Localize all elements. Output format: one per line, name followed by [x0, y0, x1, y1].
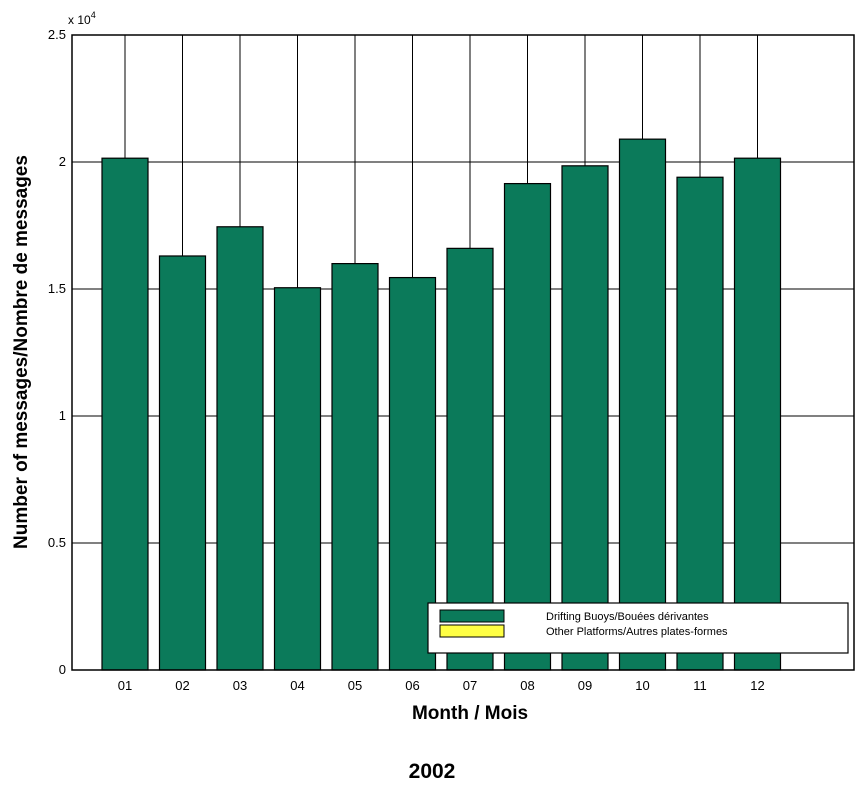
bars [101, 138, 782, 671]
x-tick-label: 02 [175, 678, 189, 693]
legend: Drifting Buoys/Bouées dérivantes Other Pl… [427, 602, 849, 654]
y-axis: 0 0.5 1 1.5 2 2.5 [48, 27, 66, 677]
legend-swatch [439, 624, 505, 638]
bar [676, 176, 724, 671]
x-axis: 01 02 03 04 05 06 07 08 09 10 11 12 [118, 678, 765, 693]
bar [503, 182, 552, 671]
y-tick-label: 0.5 [48, 535, 66, 550]
x-tick-label: 07 [463, 678, 477, 693]
bar [446, 247, 494, 671]
x-axis-title: Month / Mois [412, 703, 528, 724]
x-tick-label: 11 [693, 678, 707, 693]
x-tick-label: 04 [290, 678, 304, 693]
legend-swatch [439, 609, 505, 623]
y-tick-label: 1.5 [48, 281, 66, 296]
x-tick-label: 03 [233, 678, 247, 693]
x-tick-label: 09 [578, 678, 592, 693]
bar [618, 138, 667, 671]
bar [331, 263, 379, 671]
x-tick-label: 10 [635, 678, 649, 693]
legend-label: Drifting Buoys/Bouées dérivantes [546, 611, 709, 623]
plot-frame [71, 34, 855, 671]
legend-label: Other Platforms/Autres plates-formes [546, 626, 728, 638]
bar [733, 157, 782, 671]
y-multiplier: x 104 [68, 10, 96, 27]
bar [101, 157, 149, 671]
x-tick-label: 06 [405, 678, 419, 693]
y-tick-label: 0 [59, 662, 66, 677]
y-tick-label: 2.5 [48, 27, 66, 42]
x-tick-label: 01 [118, 678, 132, 693]
y-tick-label: 1 [59, 408, 66, 423]
x-tick-label: 12 [750, 678, 764, 693]
y-tick-label: 2 [59, 154, 66, 169]
bar [561, 165, 609, 671]
bar [273, 287, 322, 671]
bar [158, 255, 207, 671]
chart-caption: 2002 [408, 760, 456, 783]
bar-chart: 0 0.5 1 1.5 2 2.5 01 02 03 04 05 06 07 08 09 10 11 12 x … [11, 10, 855, 724]
x-tick-label: 05 [348, 678, 362, 693]
y-axis-title: Number of messages/Nombre de messages [11, 155, 32, 549]
bar [216, 226, 264, 671]
x-tick-label: 08 [520, 678, 534, 693]
